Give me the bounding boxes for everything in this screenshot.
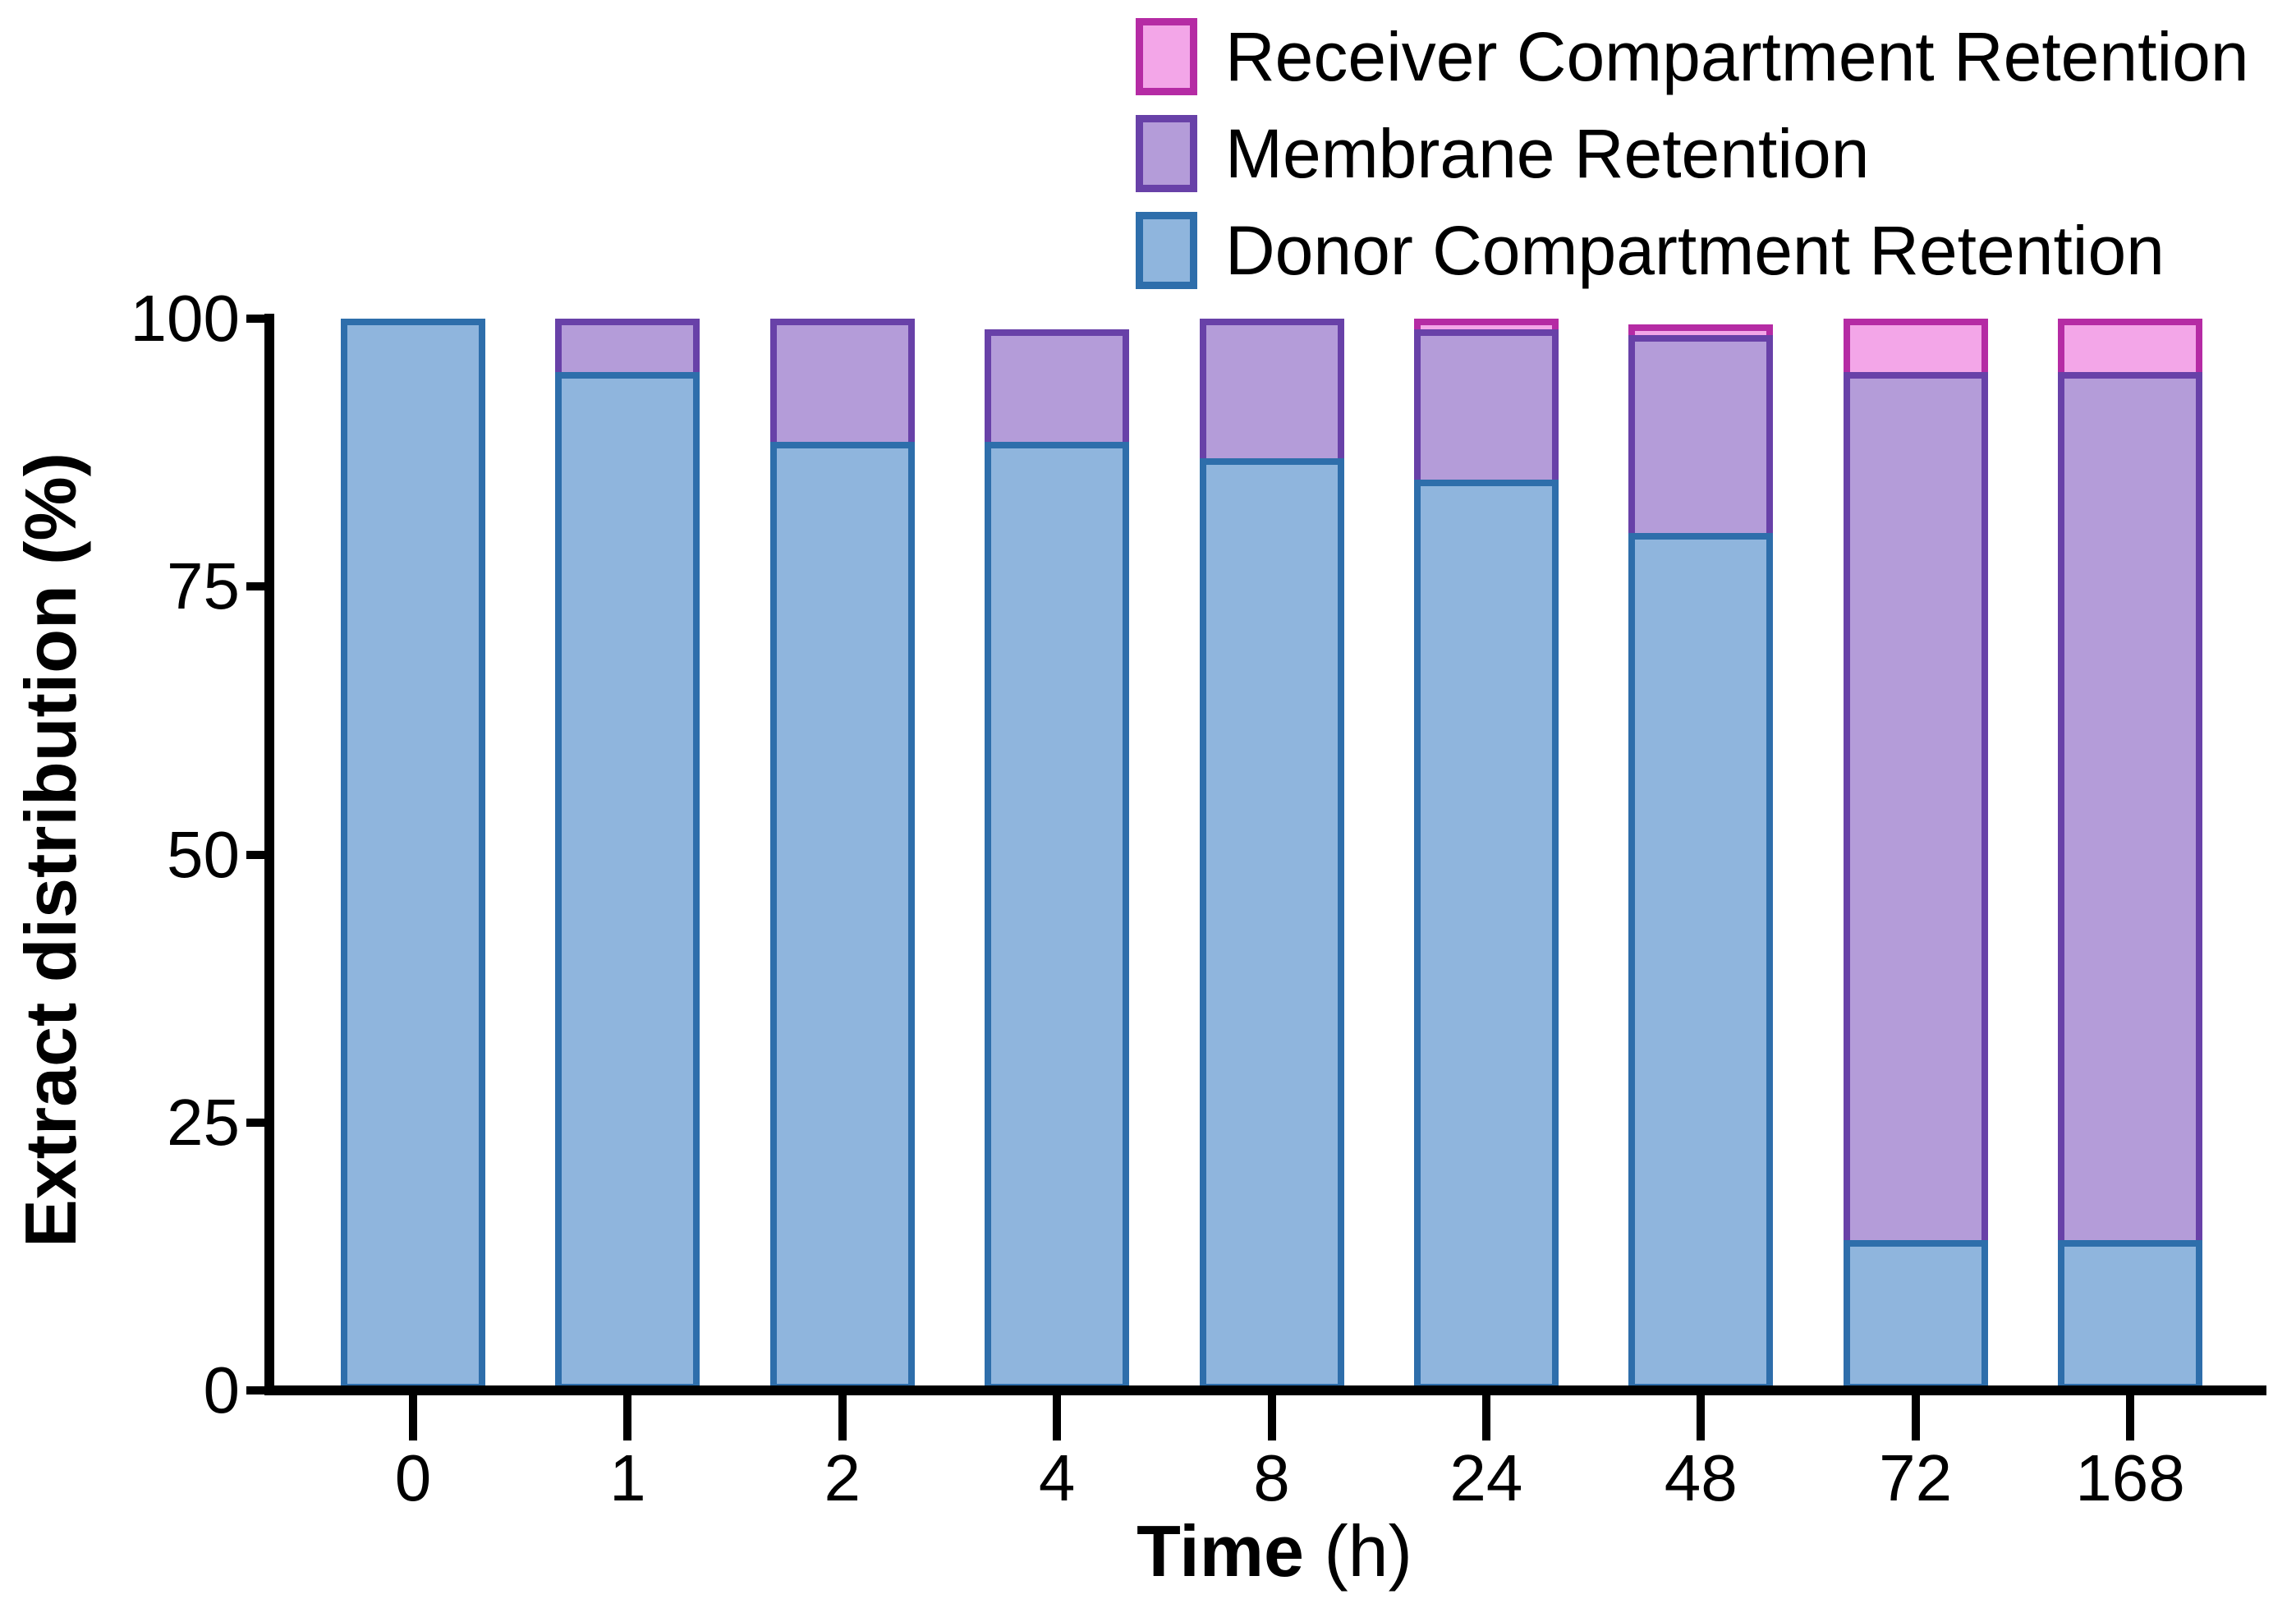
bar-segment-donor-compartment-retention xyxy=(769,442,915,1390)
bar-segment-membrane-retention xyxy=(985,329,1130,449)
bar-segment-donor-compartment-retention xyxy=(1413,479,1559,1390)
legend-item: Membrane Retention xyxy=(1136,115,2249,192)
bar-segment-receiver-compartment-retention xyxy=(1843,319,1988,379)
bar-segment-donor-compartment-retention xyxy=(2058,1240,2202,1390)
x-tick-mark xyxy=(623,1395,632,1440)
bar-segment-donor-compartment-retention xyxy=(1628,533,1774,1390)
x-axis-title-unit: (h) xyxy=(1324,1510,1412,1592)
y-tick-mark xyxy=(246,1386,264,1395)
x-tick-label: 72 xyxy=(1879,1441,1953,1514)
y-tick-mark xyxy=(246,315,264,323)
legend-label: Donor Compartment Retention xyxy=(1225,212,2165,289)
bar-segment-membrane-retention xyxy=(1199,319,1344,465)
bar-segment-membrane-retention xyxy=(769,319,915,449)
x-tick-label: 0 xyxy=(394,1441,432,1514)
bar-segment-donor-compartment-retention xyxy=(1199,457,1344,1390)
y-tick-label: 100 xyxy=(130,282,240,355)
bar-segment-donor-compartment-retention xyxy=(1843,1240,1988,1390)
x-tick-label: 4 xyxy=(1038,1441,1076,1514)
bar-segment-membrane-retention xyxy=(1628,334,1774,540)
x-tick-label: 2 xyxy=(824,1441,861,1514)
legend-swatch-membrane-retention xyxy=(1136,115,1197,192)
bar-segment-membrane-retention xyxy=(2058,372,2202,1247)
y-tick-label: 50 xyxy=(167,817,240,891)
bar-segment-donor-compartment-retention xyxy=(985,442,1130,1390)
y-axis-line xyxy=(264,314,274,1395)
bar-segment-membrane-retention xyxy=(555,319,700,379)
x-tick-label: 48 xyxy=(1664,1441,1738,1514)
legend-swatch-receiver-compartment-retention xyxy=(1136,18,1197,95)
y-tick-mark xyxy=(246,1118,264,1127)
x-tick-mark xyxy=(1697,1395,1706,1440)
x-tick-label: 168 xyxy=(2075,1441,2185,1514)
x-axis-title: Time (h) xyxy=(1137,1515,1412,1588)
x-tick-label: 24 xyxy=(1449,1441,1523,1514)
legend: Receiver Compartment Retention Membrane R… xyxy=(1136,18,2249,289)
bar-segment-donor-compartment-retention xyxy=(555,372,700,1390)
x-tick-mark xyxy=(1053,1395,1062,1440)
y-tick-mark xyxy=(246,850,264,859)
x-tick-mark xyxy=(1267,1395,1276,1440)
legend-swatch-donor-compartment-retention xyxy=(1136,212,1197,289)
x-tick-mark xyxy=(2126,1395,2134,1440)
y-tick-label: 75 xyxy=(167,549,240,623)
legend-label: Membrane Retention xyxy=(1225,115,1870,192)
x-tick-label: 8 xyxy=(1253,1441,1290,1514)
bar-segment-membrane-retention xyxy=(1843,372,1988,1247)
y-tick-label: 25 xyxy=(167,1085,240,1159)
x-tick-mark xyxy=(409,1395,417,1440)
bar-segment-receiver-compartment-retention xyxy=(2058,319,2202,379)
x-tick-mark xyxy=(1911,1395,1920,1440)
x-tick-label: 1 xyxy=(609,1441,646,1514)
x-tick-mark xyxy=(838,1395,847,1440)
x-axis-title-main: Time xyxy=(1137,1510,1304,1592)
y-tick-label: 0 xyxy=(203,1353,241,1427)
bar-segment-donor-compartment-retention xyxy=(341,319,485,1390)
bar-segment-membrane-retention xyxy=(1413,329,1559,486)
legend-item: Receiver Compartment Retention xyxy=(1136,18,2249,95)
x-tick-mark xyxy=(1481,1395,1490,1440)
legend-label: Receiver Compartment Retention xyxy=(1225,18,2249,95)
x-axis-line xyxy=(264,1385,2266,1395)
legend-item: Donor Compartment Retention xyxy=(1136,212,2249,289)
y-tick-mark xyxy=(246,582,264,591)
